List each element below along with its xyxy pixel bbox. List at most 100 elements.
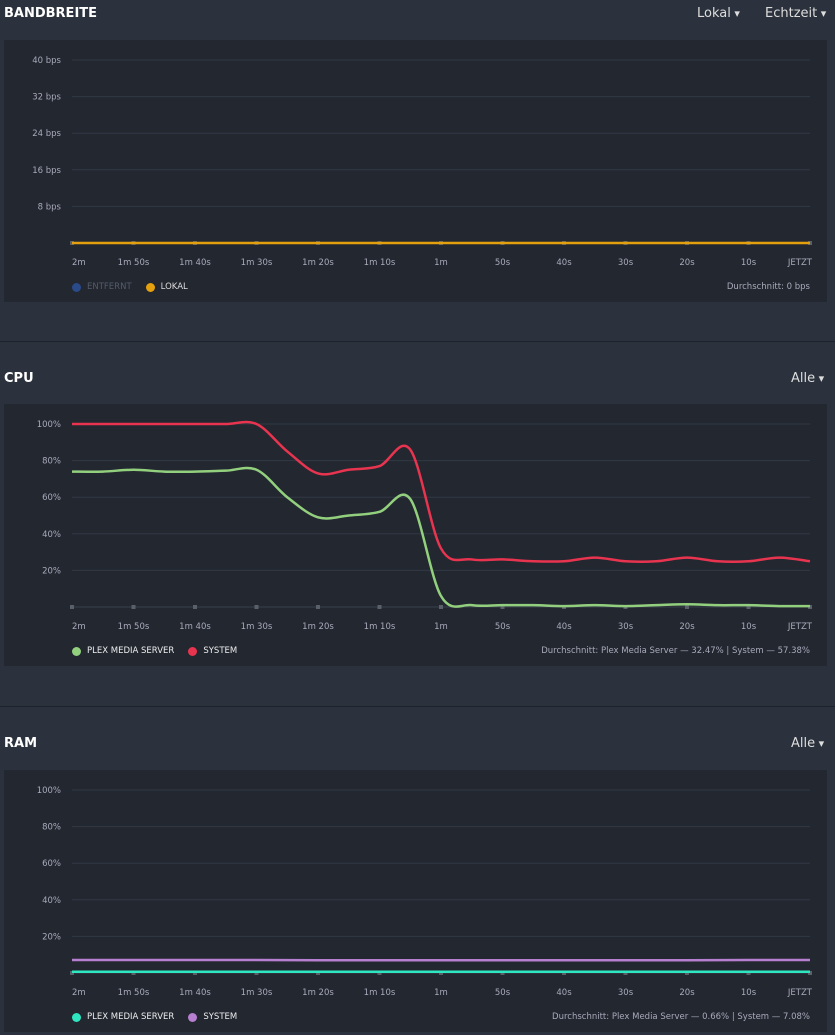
chart-svg: 20% 40% 60% 80% 100% 2m 1m 50s 1m 40s 1m 30s 1m 2… xyxy=(37,420,813,632)
x-tick xyxy=(500,971,505,975)
y-tick-label: 16 bps xyxy=(32,166,61,176)
ram-chart-panel: PLEX MEDIA SERVER SYSTEM Durchschnitt: P… xyxy=(4,770,827,1032)
x-tick-label: JETZT xyxy=(787,258,813,268)
cpu-average: Durchschnitt: Plex Media Server — 32.47%… xyxy=(541,646,810,656)
x-tick-label: 1m xyxy=(434,988,448,998)
y-tick-label: 100% xyxy=(37,420,61,430)
x-tick-label: 30s xyxy=(618,258,634,268)
x-tick xyxy=(193,605,197,609)
x-tick-label: 1m 50s xyxy=(118,622,150,632)
legend-dot-lokal xyxy=(145,282,155,292)
x-tick xyxy=(808,971,812,975)
y-tick-label: 20% xyxy=(42,566,61,576)
x-tick-label: 10s xyxy=(741,258,757,268)
x-tick-label: 50s xyxy=(495,622,511,632)
x-tick xyxy=(70,605,74,609)
legend-dot-system xyxy=(188,1012,198,1022)
chart-svg: 20% 40% 60% 80% 100% 2m 1m 50s 1m 40s 1m 30s 1m 2… xyxy=(37,786,813,998)
x-tick-label: 1m 30s xyxy=(241,622,273,632)
x-tick-label: 40s xyxy=(556,622,572,632)
legend-plex[interactable]: PLEX MEDIA SERVER xyxy=(87,646,175,656)
chart-svg: 8 bps 16 bps 24 bps 32 bps 40 bps 2m 1m 50s 1m … xyxy=(32,56,813,268)
x-tick-label: 1m 20s xyxy=(302,258,334,268)
x-tick xyxy=(131,971,136,975)
y-tick-label: 80% xyxy=(42,457,61,467)
x-tick-label: 1m xyxy=(434,622,448,632)
bandwidth-chart-panel: ENTFERNT LOKAL Durchschnitt: 0 bps 8 bps… xyxy=(4,40,827,302)
x-tick-label: 30s xyxy=(618,988,634,998)
legend-dot-plex xyxy=(72,1012,81,1022)
ram-average: Durchschnitt: Plex Media Server — 0.66% … xyxy=(552,1012,810,1022)
x-tick-label: 40s xyxy=(556,988,572,998)
x-tick-label: JETZT xyxy=(787,988,813,998)
x-tick xyxy=(439,605,443,609)
x-tick-label: 20s xyxy=(679,988,695,998)
timespan-dropdown[interactable]: Echtzeit xyxy=(765,6,826,21)
series-line-system xyxy=(71,420,811,563)
x-tick xyxy=(377,971,382,975)
cpu-filter-dropdown[interactable]: Alle xyxy=(791,371,824,386)
ram-title: RAM xyxy=(4,736,38,751)
x-tick xyxy=(746,971,751,975)
x-tick-label: 1m 10s xyxy=(364,258,396,268)
x-tick xyxy=(562,971,566,975)
x-tick-label: 1m 40s xyxy=(179,988,211,998)
y-tick-label: 20% xyxy=(42,932,61,942)
x-tick xyxy=(377,605,382,609)
y-tick-label: 32 bps xyxy=(32,93,61,103)
x-tick-label: 1m 20s xyxy=(302,988,334,998)
cpu-title: CPU xyxy=(4,371,34,386)
x-tick-label: 1m 30s xyxy=(241,988,273,998)
y-tick-label: 60% xyxy=(42,859,61,869)
source-dropdown[interactable]: Lokal xyxy=(697,6,740,21)
y-tick-label: 40% xyxy=(42,896,61,906)
legend-system[interactable]: SYSTEM xyxy=(203,1012,238,1022)
x-tick xyxy=(254,971,259,975)
y-tick-label: 60% xyxy=(42,493,61,503)
x-tick-label: 2m xyxy=(72,258,86,268)
x-tick xyxy=(439,971,443,975)
x-tick-label: 10s xyxy=(741,988,757,998)
x-tick-label: 40s xyxy=(556,258,572,268)
y-tick-label: 8 bps xyxy=(38,202,62,212)
divider xyxy=(0,341,835,342)
legend-system[interactable]: SYSTEM xyxy=(203,646,238,656)
x-tick-label: 50s xyxy=(495,258,511,268)
x-tick-label: JETZT xyxy=(787,622,813,632)
ram-filter-dropdown[interactable]: Alle xyxy=(791,736,824,751)
y-tick-label: 24 bps xyxy=(32,129,61,139)
x-tick-label: 30s xyxy=(618,622,634,632)
x-tick-label: 1m 40s xyxy=(179,622,211,632)
x-tick-label: 1m 10s xyxy=(364,988,396,998)
bandwidth-title: BANDBREITE xyxy=(4,6,98,21)
legend-entfernt[interactable]: ENTFERNT xyxy=(87,282,132,292)
x-tick xyxy=(316,605,320,609)
x-tick-label: 2m xyxy=(72,988,86,998)
divider xyxy=(0,706,835,707)
x-tick xyxy=(254,605,259,609)
x-tick-label: 20s xyxy=(679,622,695,632)
legend-lokal[interactable]: LOKAL xyxy=(160,282,188,292)
legend-plex[interactable]: PLEX MEDIA SERVER xyxy=(87,1012,175,1022)
x-tick xyxy=(746,605,751,609)
x-tick-label: 20s xyxy=(679,258,695,268)
legend-dot-entfernt xyxy=(72,282,81,292)
x-tick xyxy=(623,971,628,975)
x-tick-label: 1m 20s xyxy=(302,622,334,632)
legend-dot-plex xyxy=(72,646,81,656)
y-tick-label: 80% xyxy=(42,823,61,833)
legend-dot-system xyxy=(188,646,198,656)
x-tick-label: 1m 40s xyxy=(179,258,211,268)
x-tick xyxy=(316,971,320,975)
x-tick xyxy=(70,971,74,975)
y-tick-label: 40 bps xyxy=(32,56,61,66)
cpu-chart-panel: PLEX MEDIA SERVER SYSTEM Durchschnitt: P… xyxy=(4,404,827,666)
y-tick-label: 40% xyxy=(42,530,61,540)
x-tick xyxy=(500,605,505,609)
bandwidth-average: Durchschnitt: 0 bps xyxy=(726,282,810,292)
x-tick xyxy=(685,605,689,609)
y-tick-label: 100% xyxy=(37,786,61,796)
x-tick-label: 1m xyxy=(434,258,448,268)
x-tick-label: 1m 50s xyxy=(118,988,150,998)
x-tick-label: 1m 50s xyxy=(118,258,150,268)
